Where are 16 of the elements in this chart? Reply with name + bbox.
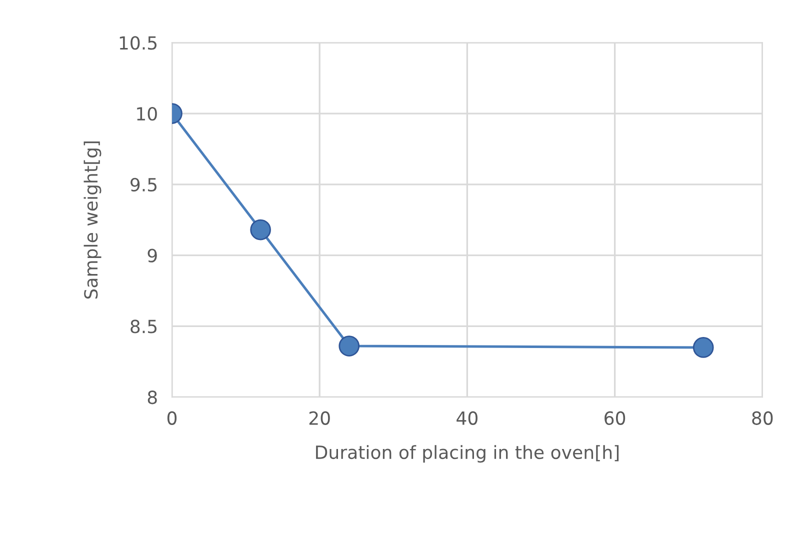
y-tick-label: 9: [148, 248, 157, 262]
y-tick-label: 8.5: [130, 320, 157, 334]
point: [250, 219, 271, 240]
x-tick-label: 80: [752, 411, 773, 425]
y-tick-label: 10.5: [120, 36, 157, 50]
y-tick-label: 8: [148, 390, 157, 404]
x-tick-label: 20: [309, 411, 330, 425]
y-axis-title: Sample weight[g]: [84, 141, 102, 299]
x-axis-title: Duration of placing in the oven[h]: [316, 445, 619, 463]
point: [338, 336, 360, 356]
x-tick-label: 60: [604, 411, 626, 425]
x-tick-label: 0: [167, 411, 177, 425]
x-tick-label: 40: [456, 411, 478, 425]
point: [692, 337, 714, 358]
y-tick-label: 10: [137, 106, 157, 121]
y-tick-label: 9.5: [130, 178, 157, 192]
